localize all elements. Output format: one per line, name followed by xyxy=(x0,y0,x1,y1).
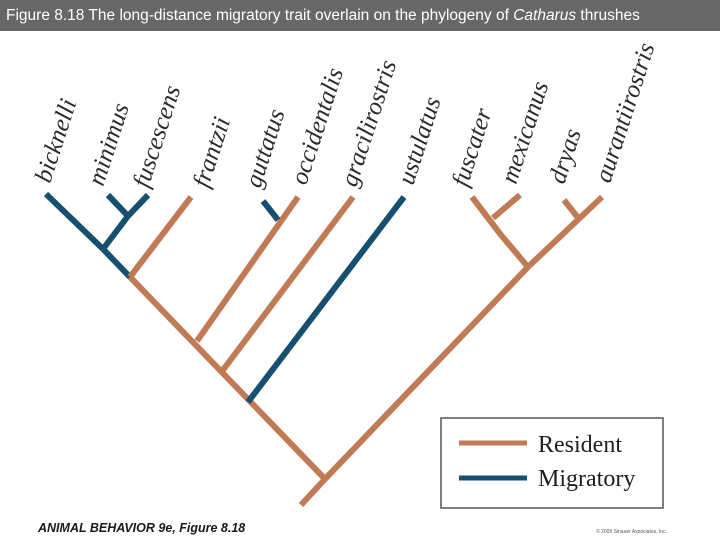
branch-bicknelli xyxy=(43,191,106,252)
title-suffix: thrushes xyxy=(576,7,640,24)
tree-branches xyxy=(43,191,605,508)
branch-frantzii xyxy=(127,195,194,279)
branch-dryas xyxy=(561,198,582,221)
branch-guttatus-occidentalis xyxy=(194,195,301,343)
species-label-bicknelli: bicknelli xyxy=(30,96,82,186)
branch-minimus-fuscescens xyxy=(100,214,131,251)
title-genus: Catharus xyxy=(513,7,577,24)
main-left-branch xyxy=(127,274,328,482)
species-labels: bicknelli minimus fuscescens frantzii gu… xyxy=(30,40,660,191)
species-label-aurantiirostris: aurantiirostris xyxy=(590,40,660,186)
species-label-frantzii: frantzii xyxy=(188,114,236,191)
species-label-dryas: dryas xyxy=(544,126,587,187)
species-label-guttatus: guttatus xyxy=(240,106,291,191)
slide-title: Figure 8.18 The long-distance migratory … xyxy=(0,0,720,31)
branch-fuscescens xyxy=(125,192,151,219)
branch-minimus xyxy=(105,192,131,219)
legend-label-resident: Resident xyxy=(538,432,622,458)
figure-credit: ANIMAL BEHAVIOR 9e, Figure 8.18 xyxy=(38,521,246,535)
branch-gracilirostris xyxy=(217,195,356,376)
branch-guttatus xyxy=(260,199,281,222)
branch-ustulatus xyxy=(245,195,407,404)
legend-box xyxy=(440,417,664,509)
branch-mexicanus xyxy=(491,192,522,221)
species-label-minimus: minimus xyxy=(83,100,135,189)
legend-label-migratory: Migratory xyxy=(538,466,635,492)
branch-fuscater-mexicanus xyxy=(498,233,531,269)
species-label-mexicanus: mexicanus xyxy=(496,78,554,187)
legend: Resident Migratory xyxy=(440,417,664,509)
title-prefix: Figure 8.18 The long-distance migratory … xyxy=(6,7,514,24)
copyright-notice: © 2009 Sinauer Associates, Inc. xyxy=(596,529,667,535)
species-label-ustulatus: ustulatus xyxy=(393,94,447,188)
branch-dryas-aurantiirostris xyxy=(525,194,605,270)
branch-fuscater xyxy=(469,195,504,237)
trunk-to-central-american-clade xyxy=(322,264,531,482)
species-label-fuscescens: fuscescens xyxy=(128,82,186,191)
root-stem xyxy=(298,476,328,508)
branch-migratory-clade xyxy=(100,246,133,280)
species-label-fuscater: fuscater xyxy=(447,105,498,190)
